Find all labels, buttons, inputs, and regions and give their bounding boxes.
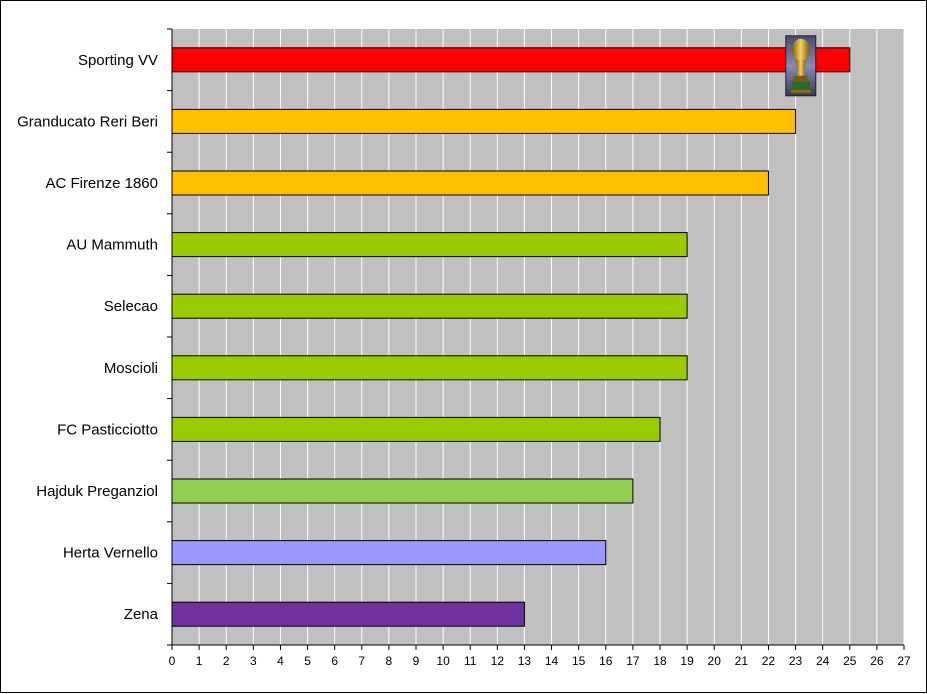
x-tick-label: 20 (708, 654, 722, 668)
category-label: Moscioli (104, 360, 158, 377)
bar (171, 355, 688, 381)
x-tick-label: 15 (572, 654, 586, 668)
bar (171, 170, 769, 196)
x-tick-label: 11 (464, 654, 477, 668)
x-tick-label: 12 (491, 654, 505, 668)
x-tick-label: 26 (870, 654, 884, 668)
x-tick-label: 24 (816, 654, 830, 668)
category-label: Hajduk Preganziol (36, 483, 158, 500)
x-tick-label: 27 (897, 654, 911, 668)
bar (171, 47, 851, 73)
x-tick-label: 10 (436, 654, 450, 668)
category-label: Sporting VV (78, 52, 158, 69)
category-label: Granducato Reri Beri (17, 113, 158, 130)
x-tick-label: 3 (250, 654, 257, 668)
x-tick-label: 25 (843, 654, 857, 668)
bar (171, 601, 525, 627)
x-tick-label: 19 (680, 654, 694, 668)
x-tick-label: 23 (789, 654, 803, 668)
bar (171, 478, 634, 504)
category-label: FC Pasticciotto (57, 421, 158, 438)
category-labels: Sporting VV Granducato Reri Beri AC Firenz… (17, 52, 159, 623)
x-tick-label: 18 (653, 654, 667, 668)
bar (171, 108, 797, 134)
category-label: Zena (124, 606, 159, 623)
x-tick-label: 7 (358, 654, 365, 668)
x-tick-label: 21 (735, 654, 749, 668)
trophy-icon (785, 35, 817, 97)
x-tick-label: 8 (386, 654, 393, 668)
category-label: Selecao (104, 298, 158, 315)
x-tick-label: 22 (762, 654, 776, 668)
bar (171, 416, 661, 442)
bar (171, 232, 688, 258)
x-tick-label: 9 (413, 654, 420, 668)
bar (171, 293, 688, 319)
axes (167, 28, 905, 650)
category-label: AU Mammuth (66, 237, 158, 254)
bars (171, 47, 851, 627)
x-tick-label: 2 (223, 654, 230, 668)
x-tick-label: 5 (304, 654, 311, 668)
x-tick-label: 4 (277, 654, 284, 668)
x-tick-labels: 0 1 2 3 4 5 6 7 8 9 10 11 12 13 14 15 16 17 18 19 20 21 22 23 24… (169, 654, 911, 668)
x-tick-label: 1 (196, 654, 203, 668)
category-label: Herta Vernello (63, 545, 158, 562)
x-tick-label: 16 (599, 654, 613, 668)
x-tick-label: 14 (545, 654, 559, 668)
x-tick-label: 13 (518, 654, 532, 668)
x-tick-label: 17 (626, 654, 640, 668)
x-tick-label: 6 (331, 654, 338, 668)
bar (171, 540, 607, 566)
category-label: AC Firenze 1860 (45, 175, 158, 192)
x-tick-label: 0 (169, 654, 176, 668)
